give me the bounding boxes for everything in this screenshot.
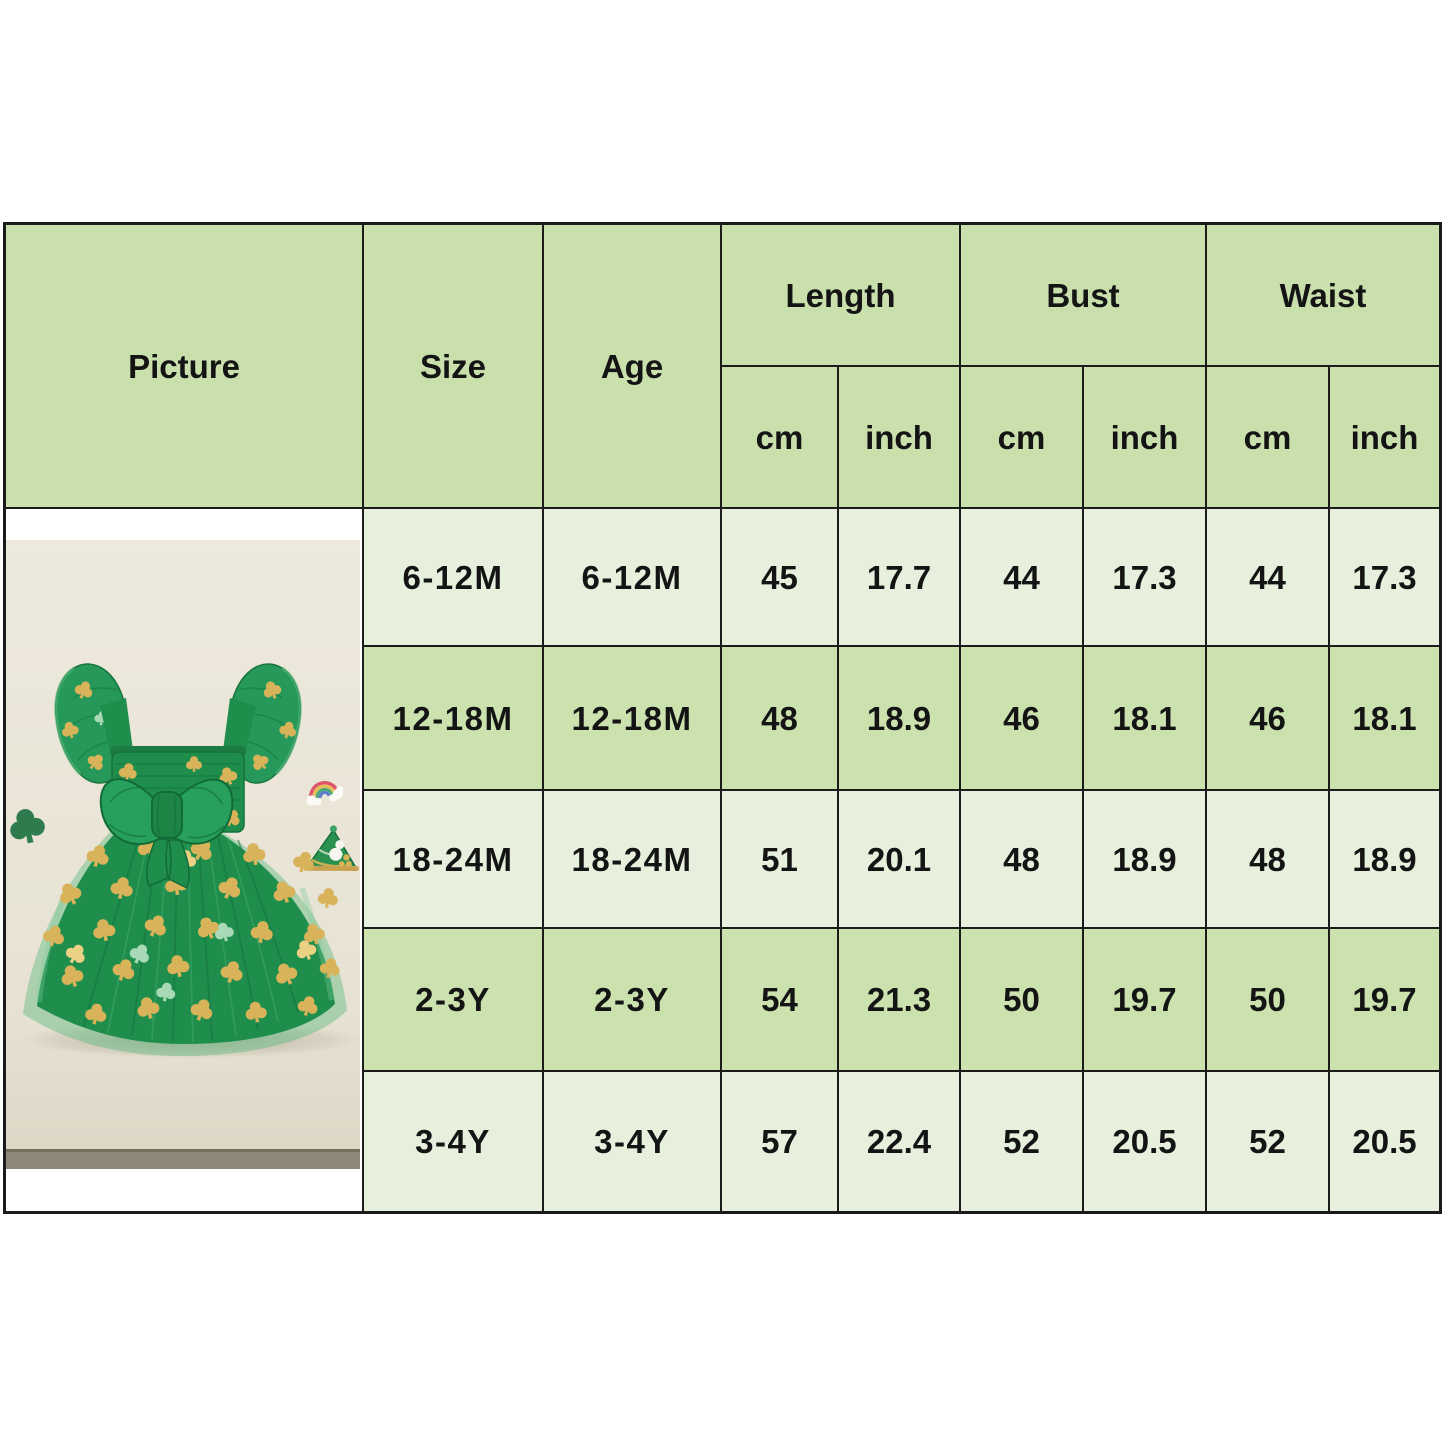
r4-bust-cm: 50	[961, 929, 1082, 1070]
r5-bust-inch: 20.5	[1084, 1072, 1205, 1211]
r4-waist-cm: 50	[1207, 929, 1328, 1070]
r4-bust-inch: 19.7	[1084, 929, 1205, 1070]
product-photo	[6, 540, 360, 1169]
r5-size: 3-4Y	[364, 1072, 542, 1211]
photo-floor	[6, 1152, 360, 1169]
r3-size: 18-24M	[364, 791, 542, 927]
r5-length-inch: 22.4	[839, 1072, 959, 1211]
r5-age: 3-4Y	[544, 1072, 720, 1211]
r1-length-inch: 17.7	[839, 509, 959, 645]
size-header: Size	[364, 225, 542, 507]
r5-length-cm: 57	[722, 1072, 837, 1211]
r3-length-inch: 20.1	[839, 791, 959, 927]
r3-length-cm: 51	[722, 791, 837, 927]
r4-age: 2-3Y	[544, 929, 720, 1070]
party-hat-icon	[303, 825, 359, 872]
product-picture-cell	[6, 509, 362, 1211]
r2-waist-inch: 18.1	[1330, 647, 1439, 789]
r5-waist-inch: 20.5	[1330, 1072, 1439, 1211]
length-cm-header: cm	[722, 367, 837, 507]
bust-cm-header: cm	[961, 367, 1082, 507]
r4-length-cm: 54	[722, 929, 837, 1070]
r1-bust-inch: 17.3	[1084, 509, 1205, 645]
r1-length-cm: 45	[722, 509, 837, 645]
r1-waist-inch: 17.3	[1330, 509, 1439, 645]
r3-bust-inch: 18.9	[1084, 791, 1205, 927]
picture-header: Picture	[6, 225, 362, 507]
r3-waist-inch: 18.9	[1330, 791, 1439, 927]
waist-inch-header: inch	[1330, 367, 1439, 507]
size-table: Picture Size Age Length Bust Waist cm in…	[3, 222, 1442, 1214]
r4-size: 2-3Y	[364, 929, 542, 1070]
age-header: Age	[544, 225, 720, 507]
r1-size: 6-12M	[364, 509, 542, 645]
r2-length-inch: 18.9	[839, 647, 959, 789]
r3-bust-cm: 48	[961, 791, 1082, 927]
r1-age: 6-12M	[544, 509, 720, 645]
r1-waist-cm: 44	[1207, 509, 1328, 645]
rainbow-icon	[306, 781, 344, 806]
r3-waist-cm: 48	[1207, 791, 1328, 927]
r3-age: 18-24M	[544, 791, 720, 927]
length-inch-header: inch	[839, 367, 959, 507]
r5-waist-cm: 52	[1207, 1072, 1328, 1211]
r2-waist-cm: 46	[1207, 647, 1328, 789]
r2-bust-cm: 46	[961, 647, 1082, 789]
r2-size: 12-18M	[364, 647, 542, 789]
bust-header: Bust	[961, 225, 1205, 365]
r4-length-inch: 21.3	[839, 929, 959, 1070]
r2-bust-inch: 18.1	[1084, 647, 1205, 789]
r2-length-cm: 48	[722, 647, 837, 789]
r2-age: 12-18M	[544, 647, 720, 789]
r1-bust-cm: 44	[961, 509, 1082, 645]
waist-cm-header: cm	[1207, 367, 1328, 507]
bow	[99, 778, 234, 890]
length-header: Length	[722, 225, 959, 365]
dress-illustration	[21, 662, 360, 1058]
r4-waist-inch: 19.7	[1330, 929, 1439, 1070]
waist-header: Waist	[1207, 225, 1439, 365]
bust-inch-header: inch	[1084, 367, 1205, 507]
r5-bust-cm: 52	[961, 1072, 1082, 1211]
